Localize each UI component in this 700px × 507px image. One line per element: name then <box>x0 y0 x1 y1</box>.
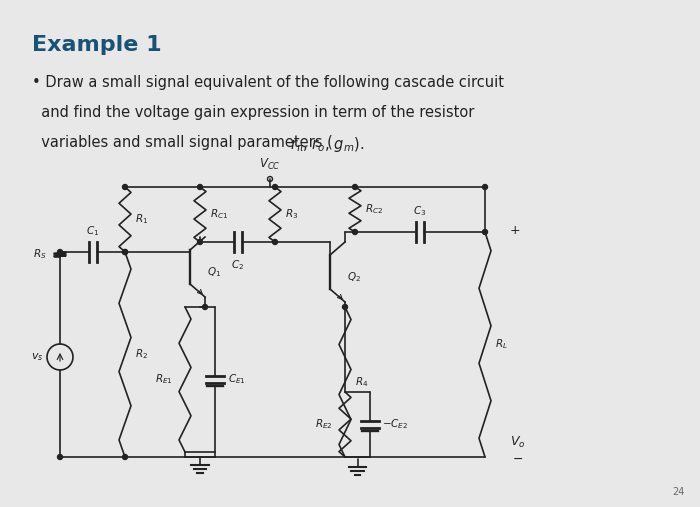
Text: $R_1$: $R_1$ <box>135 212 148 227</box>
Circle shape <box>57 454 62 459</box>
Text: −: − <box>513 453 524 465</box>
Text: $V_o$: $V_o$ <box>510 434 526 450</box>
Circle shape <box>272 185 277 190</box>
Circle shape <box>482 230 487 235</box>
Text: $v_s$: $v_s$ <box>31 351 43 363</box>
Text: $R_3$: $R_3$ <box>285 207 298 222</box>
Text: +: + <box>510 224 521 236</box>
Text: $R_S$: $R_S$ <box>34 247 47 262</box>
Circle shape <box>122 249 127 255</box>
Circle shape <box>272 239 277 244</box>
Text: $R_4$: $R_4$ <box>355 375 368 389</box>
Circle shape <box>353 230 358 235</box>
Circle shape <box>57 249 62 255</box>
Text: $Q_2$: $Q_2$ <box>347 270 361 284</box>
Circle shape <box>342 305 347 309</box>
Text: $R_{C2}$: $R_{C2}$ <box>365 203 383 216</box>
Text: $R_2$: $R_2$ <box>135 348 148 361</box>
Circle shape <box>202 305 207 309</box>
Circle shape <box>353 185 358 190</box>
Circle shape <box>197 185 202 190</box>
Text: 24: 24 <box>673 487 685 497</box>
Text: $R_{E1}$: $R_{E1}$ <box>155 373 173 386</box>
Circle shape <box>122 454 127 459</box>
Text: Example 1: Example 1 <box>32 35 162 55</box>
Text: $C_3$: $C_3$ <box>413 204 427 218</box>
Text: $V_{CC}$: $V_{CC}$ <box>259 157 281 172</box>
Text: $r_\pi$, $r_o$, $g_m$).: $r_\pi$, $r_o$, $g_m$). <box>290 135 365 154</box>
Text: $R_L$: $R_L$ <box>495 338 508 351</box>
Circle shape <box>197 239 202 244</box>
Circle shape <box>122 185 127 190</box>
Text: $R_{E2}$: $R_{E2}$ <box>316 418 333 431</box>
Text: $C_2$: $C_2$ <box>231 258 244 272</box>
Text: $C_{E1}$: $C_{E1}$ <box>228 373 246 386</box>
Text: $-C_{E2}$: $-C_{E2}$ <box>382 418 408 431</box>
Circle shape <box>482 185 487 190</box>
Text: $R_{C1}$: $R_{C1}$ <box>210 207 228 222</box>
Text: • Draw a small signal equivalent of the following cascade circuit: • Draw a small signal equivalent of the … <box>32 75 504 90</box>
Text: $Q_1$: $Q_1$ <box>207 265 221 279</box>
Text: $C_1$: $C_1$ <box>86 224 99 238</box>
Text: and find the voltage gain expression in term of the resistor: and find the voltage gain expression in … <box>32 105 475 120</box>
Text: variables and small signal parameters (: variables and small signal parameters ( <box>32 135 333 150</box>
Circle shape <box>122 249 127 255</box>
